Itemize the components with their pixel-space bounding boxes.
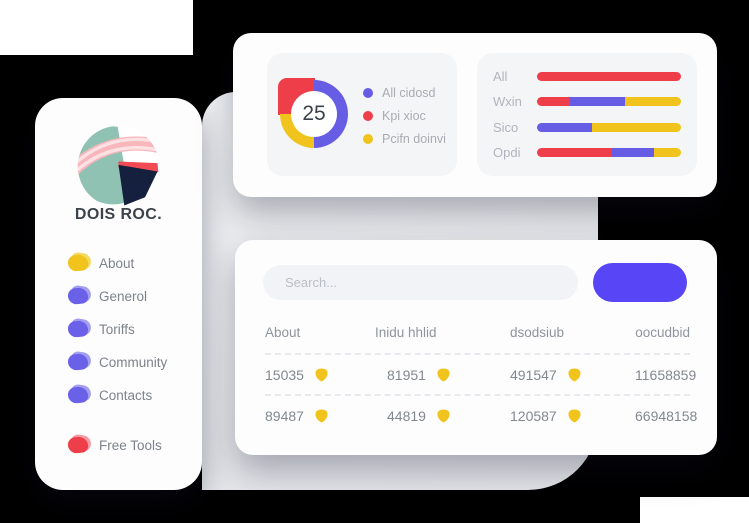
sidebar-item-about[interactable]: About	[68, 254, 167, 272]
legend-label: Pcifn doinvi	[382, 132, 446, 146]
shield-icon	[568, 368, 581, 381]
legend-label: All cidosd	[382, 86, 436, 100]
menu-blob-icon	[68, 354, 88, 370]
bar-segment	[570, 97, 625, 107]
menu-blob-icon	[68, 437, 88, 453]
bar-segment	[591, 122, 681, 132]
donut-center-value: 25	[291, 91, 337, 137]
bar-row: Wxin	[493, 94, 681, 109]
menu-item-label: About	[99, 255, 135, 271]
cell-value: 81951	[387, 366, 426, 383]
table-row: 89487 44819 120587 66948158	[265, 396, 697, 435]
column-header-label: About	[265, 325, 301, 340]
shield-icon	[437, 409, 450, 422]
menu-item-label: Community	[99, 354, 168, 370]
menu-item-label: Toriffs	[99, 321, 135, 337]
menu-blob-icon	[68, 255, 88, 271]
cell-value: 15035	[265, 366, 304, 383]
legend-item: All cidosd	[363, 86, 446, 100]
stacked-bar	[537, 122, 681, 132]
menu-blob-icon	[68, 321, 88, 337]
table-cell: 44819	[375, 408, 510, 424]
bar-category-label: Opdi	[493, 144, 521, 160]
menu-blob-icon	[68, 387, 88, 403]
bar-row: Opdi	[493, 145, 681, 160]
menu-item-label: Free Tools	[99, 437, 162, 453]
shield-icon	[568, 409, 581, 422]
cell-value: 44819	[387, 407, 426, 424]
bar-row: Sico	[493, 120, 681, 135]
brand-name: DOIS ROC.	[74, 206, 163, 223]
bar-category-label: All	[493, 69, 508, 85]
bar-row: All	[493, 69, 681, 84]
column-header-label: dsodsiub	[510, 325, 565, 340]
column-header: Inidu hhlid	[375, 325, 510, 340]
shield-icon	[437, 368, 450, 381]
bar-category-label: Sico	[493, 119, 519, 135]
chart-legend: All cidosd Kpi xioc Pcifn doinvi	[363, 86, 446, 146]
table-header-row: About Inidu hhlid dsodsiub oocudbid	[265, 325, 690, 355]
table-card: About Inidu hhlid dsodsiub oocudbid 15035 819…	[235, 240, 717, 455]
donut-chart: 25	[278, 78, 348, 148]
column-header-label: oocudbid	[635, 325, 690, 340]
menu-blob-icon	[68, 288, 88, 304]
legend-item: Pcifn doinvi	[363, 132, 446, 146]
sidebar-item-free-tools[interactable]: Free Tools	[68, 436, 162, 454]
table-cell: 11658859	[635, 367, 696, 383]
primary-action-button[interactable]	[593, 263, 687, 302]
table-cell: 66948158	[635, 408, 697, 424]
sidebar-item-toriffs[interactable]: Toriffs	[68, 320, 167, 338]
sidebar-menu: About Generol Toriffs Community Contacts	[68, 254, 167, 404]
shield-icon	[315, 368, 328, 381]
cell-value: 89487	[265, 407, 304, 424]
table-cell: 15035	[265, 367, 375, 383]
legend-dot-icon	[363, 111, 373, 121]
sidebar: DOIS ROC. About Generol Toriffs Community Co…	[35, 98, 202, 490]
cell-value: 491547	[510, 366, 557, 383]
column-header-label: Inidu hhlid	[375, 325, 437, 340]
stacked-bars-panel: All Wxin Sico Opdi	[477, 53, 697, 176]
sidebar-tools-menu: Free Tools	[68, 436, 162, 454]
stats-card: 25 All cidosd Kpi xioc Pcifn doinvi All Wxi…	[233, 33, 717, 197]
sidebar-item-community[interactable]: Community	[68, 353, 167, 371]
cell-value: 11658859	[635, 366, 697, 383]
column-header: oocudbid	[635, 325, 690, 340]
sidebar-item-generol[interactable]: Generol	[68, 287, 167, 305]
bar-segment	[611, 147, 654, 157]
bar-category-label: Wxin	[493, 94, 522, 110]
table-cell: 81951	[375, 367, 510, 383]
column-header: About	[265, 325, 375, 340]
data-table: About Inidu hhlid dsodsiub oocudbid 15035 819…	[265, 325, 697, 435]
legend-label: Kpi xioc	[382, 109, 426, 123]
bar-segment	[537, 97, 571, 107]
bar-segment	[653, 147, 681, 157]
stacked-bar	[537, 147, 681, 157]
bar-segment	[537, 147, 612, 157]
bar-segment	[537, 122, 592, 132]
cell-value: 120587	[510, 407, 557, 424]
menu-item-label: Contacts	[99, 387, 153, 403]
table-cell: 491547	[510, 367, 635, 383]
bar-segment	[624, 97, 681, 107]
stacked-bar	[537, 97, 681, 107]
table-cell: 89487	[265, 408, 375, 424]
table-row: 15035 81951 491547 11658859	[265, 355, 696, 396]
stacked-bar	[537, 72, 681, 82]
legend-item: Kpi xioc	[363, 109, 446, 123]
decor-block-top-left	[0, 0, 193, 55]
legend-dot-icon	[363, 88, 373, 98]
column-header: dsodsiub	[510, 325, 635, 340]
search-input[interactable]	[263, 265, 578, 300]
bar-segment	[537, 72, 681, 82]
legend-dot-icon	[363, 134, 373, 144]
shield-icon	[315, 409, 328, 422]
menu-item-label: Generol	[99, 288, 148, 304]
table-cell: 120587	[510, 408, 635, 424]
decor-block-bottom-right	[640, 497, 749, 523]
sidebar-item-contacts[interactable]: Contacts	[68, 386, 167, 404]
donut-panel: 25 All cidosd Kpi xioc Pcifn doinvi	[267, 53, 457, 176]
cell-value: 66948158	[635, 407, 698, 424]
brand-logo-icon	[77, 125, 160, 208]
